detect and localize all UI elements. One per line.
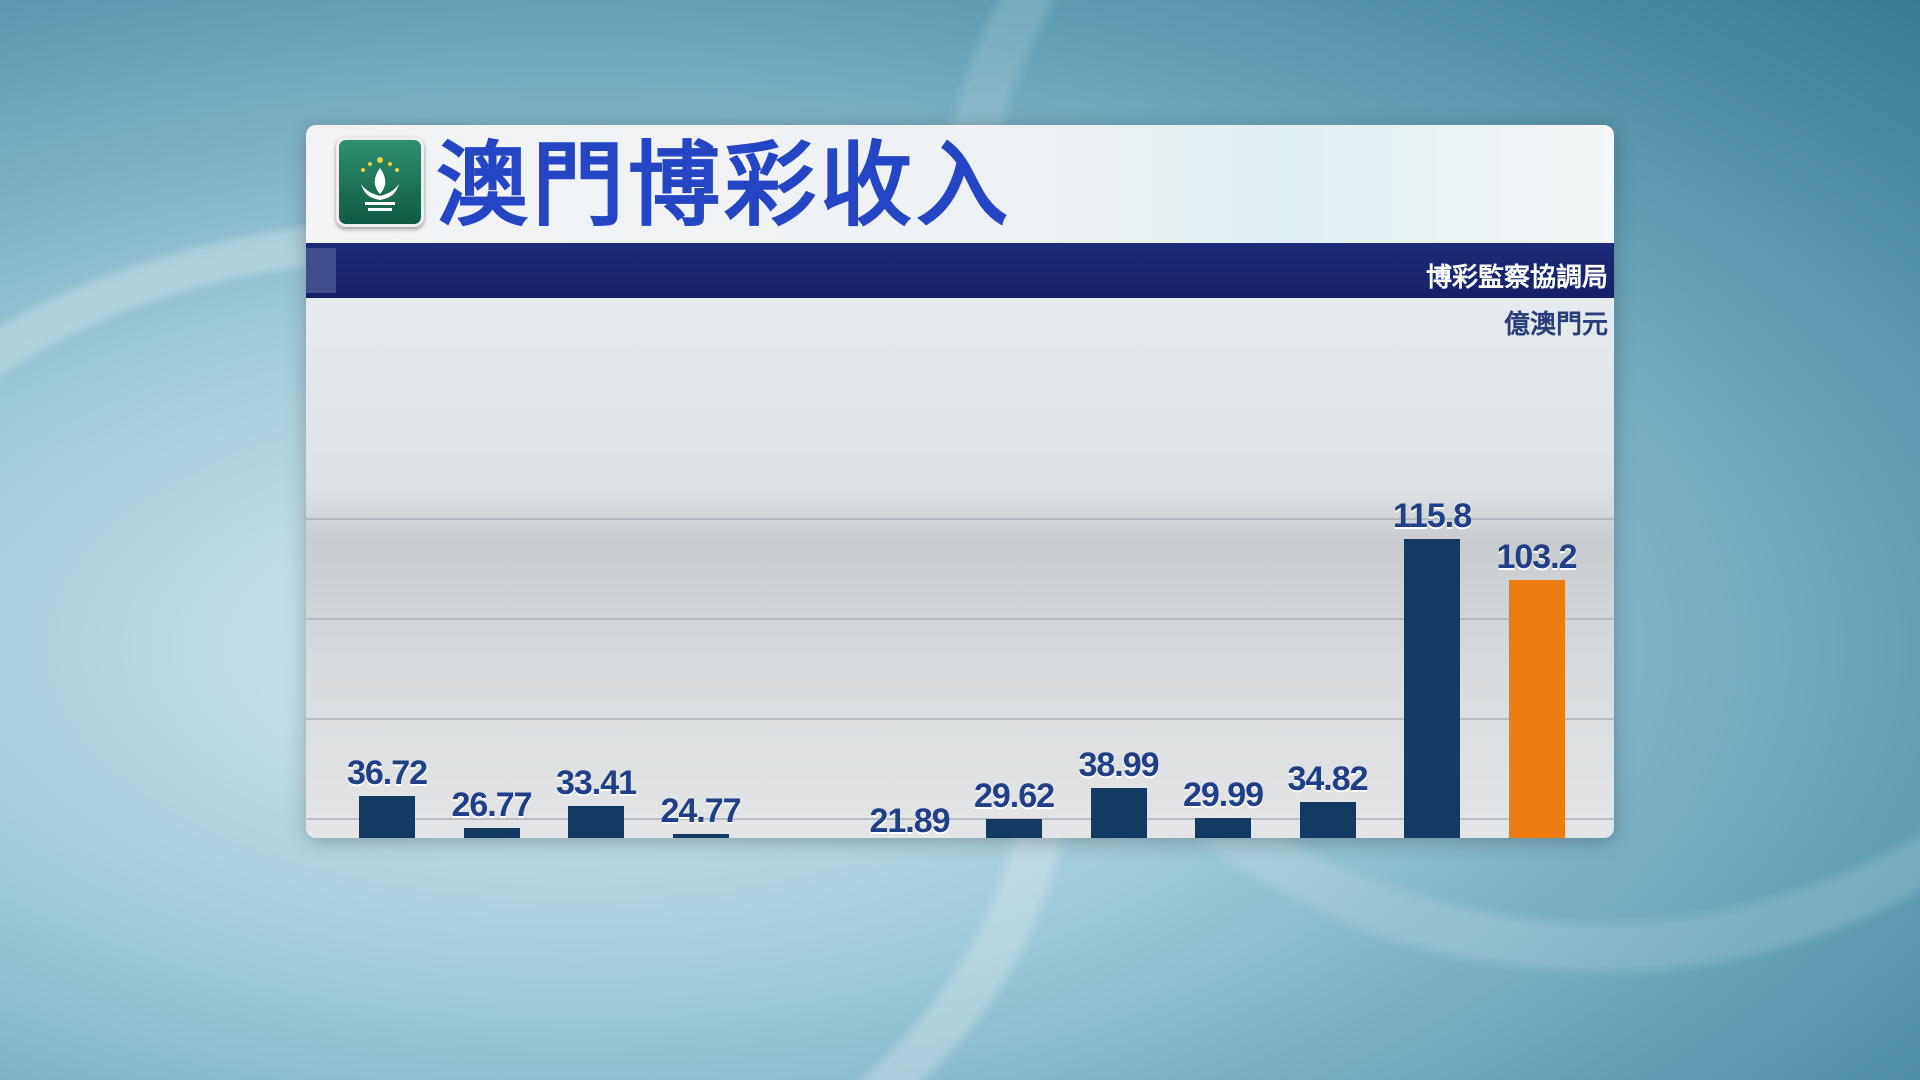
gridline xyxy=(306,518,1614,520)
bar-11 xyxy=(1195,817,1251,838)
bar-2 xyxy=(1508,579,1565,838)
bar-3/22 xyxy=(359,795,415,838)
data-label: 29.99 xyxy=(1182,775,1264,814)
bars-layer: 36.723/2226.77433.41524.7763.98721.89829… xyxy=(306,298,1614,838)
data-label: 21.89 xyxy=(869,801,950,838)
data-label: 38.99 xyxy=(1078,746,1159,785)
plot-area: 億澳門元 36.723/2226.77433.41524.7763.98721.… xyxy=(306,298,1614,838)
gridline xyxy=(306,718,1614,720)
bar-accent xyxy=(306,248,336,293)
data-label: 115.8 xyxy=(1392,496,1472,535)
gridline xyxy=(306,818,1614,820)
chart-panel: 澳門博彩收入 博彩監察協調局 億澳門元 36.723/2226.77433.41… xyxy=(306,125,1614,838)
data-label: 36.72 xyxy=(346,753,428,792)
bar-12 xyxy=(1299,801,1356,838)
data-label: 103.2 xyxy=(1496,537,1577,576)
data-label: 26.77 xyxy=(451,785,532,824)
bar-9 xyxy=(986,818,1042,838)
data-label: 33.41 xyxy=(555,764,637,803)
macau-flag-logo xyxy=(336,137,424,227)
data-source: 博彩監察協調局 xyxy=(1425,262,1608,292)
y-unit-label: 億澳門元 xyxy=(1503,309,1608,339)
bar-10 xyxy=(1090,788,1147,838)
data-label: 34.82 xyxy=(1287,759,1368,798)
gridline xyxy=(306,618,1614,620)
bar-6 xyxy=(672,834,729,838)
title-band: 澳門博彩收入 xyxy=(306,125,1614,243)
bar-5 xyxy=(568,806,624,838)
source-bar: 博彩監察協調局 xyxy=(306,243,1614,298)
bar-4 xyxy=(463,827,520,838)
chart-title: 澳門博彩收入 xyxy=(436,132,1013,239)
data-label: 24.77 xyxy=(660,792,741,831)
data-label: 29.62 xyxy=(973,776,1055,815)
bar-1/23 xyxy=(1404,538,1460,838)
